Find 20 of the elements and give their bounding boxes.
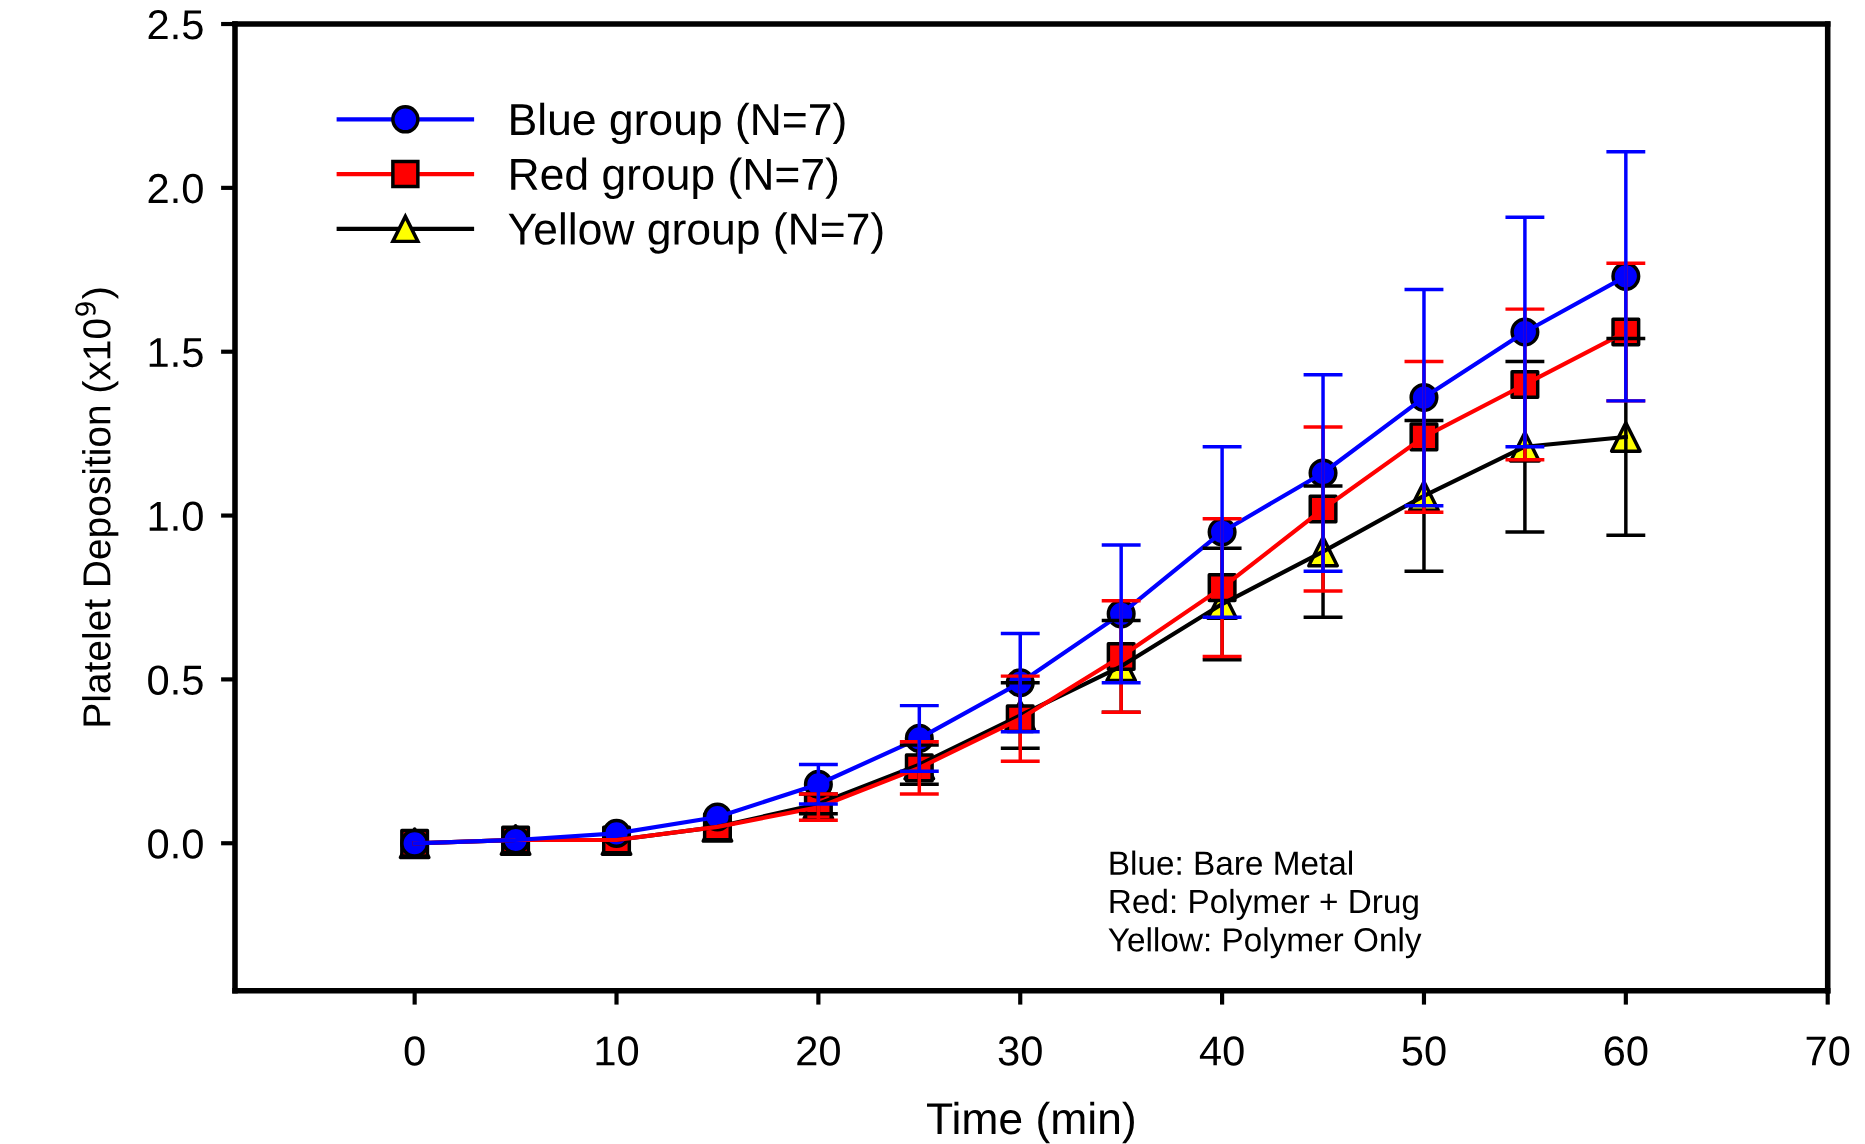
y-tick-label: 0.5 <box>148 665 203 695</box>
x-axis-title: Time (min) <box>927 1101 1134 1144</box>
legend-label: Blue group (N=7) <box>511 102 845 145</box>
y-tick-label: 1.0 <box>149 501 203 532</box>
annotation: Blue: Bare Metal Red: Polymer + Drug Yellow: Polymer Only <box>1108 850 1422 959</box>
x-tick-label: 40 <box>1199 1036 1244 1066</box>
y-axis-title: Platelet Deposition (x10$^{9}$) <box>75 288 119 726</box>
x-tick-label: 70 <box>1806 1036 1850 1066</box>
x-tick-label: 10 <box>596 1036 639 1066</box>
x-tick-label: 30 <box>998 1036 1042 1066</box>
x-tick-label: 20 <box>797 1036 840 1066</box>
legend-label: Red group (N=7) <box>511 157 838 199</box>
y-tick-label: 1.5 <box>149 338 203 368</box>
y-tick-label: 2.5 <box>148 10 203 40</box>
x-tick-label: 60 <box>1604 1036 1648 1066</box>
y-tick-label: 0.0 <box>148 829 203 859</box>
x-tick-label: 50 <box>1402 1036 1446 1066</box>
x-tick-label: 0 <box>404 1036 425 1066</box>
y-tick-label: 2.0 <box>148 173 203 204</box>
legend-label: Yellow group (N=7) <box>508 212 883 254</box>
